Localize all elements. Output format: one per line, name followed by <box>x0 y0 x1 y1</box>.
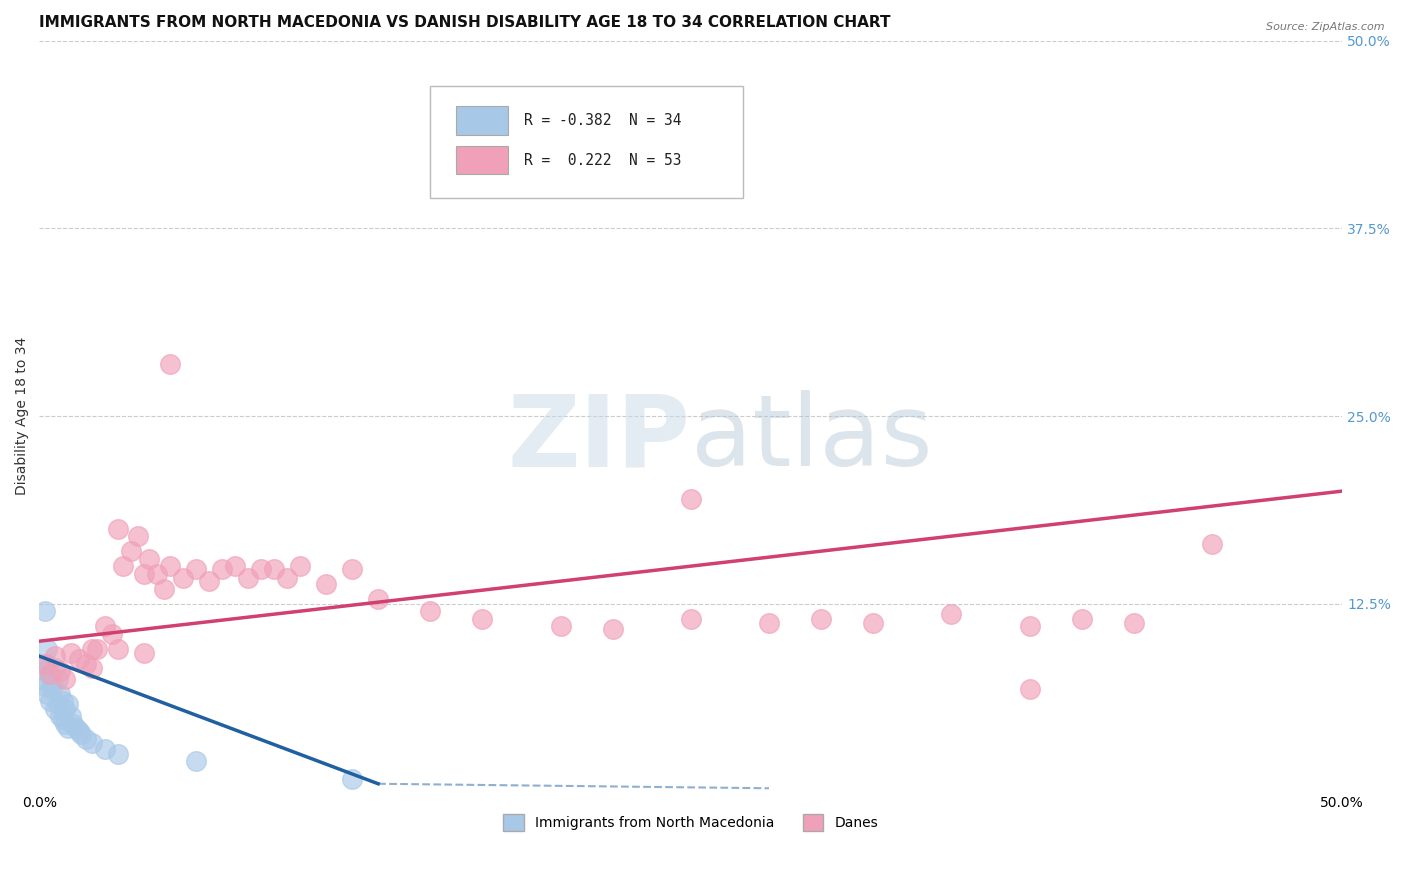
Point <box>288 559 311 574</box>
Point <box>37 687 59 701</box>
Point <box>59 646 82 660</box>
Legend: Immigrants from North Macedonia, Danes: Immigrants from North Macedonia, Danes <box>498 809 884 837</box>
Point <box>810 612 832 626</box>
Point <box>679 491 702 506</box>
Point <box>75 657 97 671</box>
Text: R = -0.382  N = 34: R = -0.382 N = 34 <box>524 113 682 128</box>
Point <box>34 657 56 671</box>
Point <box>138 551 160 566</box>
Point <box>132 646 155 660</box>
Point <box>34 679 56 693</box>
Point <box>1122 616 1144 631</box>
Point <box>758 616 780 631</box>
Point <box>80 641 103 656</box>
Point <box>46 672 69 686</box>
Point <box>276 571 298 585</box>
Point <box>111 559 134 574</box>
Point <box>52 694 75 708</box>
Point <box>49 664 72 678</box>
Point <box>107 747 129 761</box>
Point <box>38 667 60 681</box>
Point <box>197 574 219 589</box>
Point <box>1018 682 1040 697</box>
Point <box>52 712 75 726</box>
Point <box>44 661 66 675</box>
Bar <box>457 146 509 175</box>
Point <box>153 582 176 596</box>
Point <box>184 562 207 576</box>
Point <box>1018 619 1040 633</box>
Point <box>340 562 363 576</box>
Point <box>419 604 441 618</box>
Text: IMMIGRANTS FROM NORTH MACEDONIA VS DANISH DISABILITY AGE 18 TO 34 CORRELATION CH: IMMIGRANTS FROM NORTH MACEDONIA VS DANIS… <box>39 15 891 30</box>
Point <box>75 731 97 746</box>
Point <box>62 716 84 731</box>
Point <box>172 571 194 585</box>
Point <box>37 657 59 671</box>
Point <box>132 566 155 581</box>
Point <box>56 697 79 711</box>
Point <box>44 702 66 716</box>
Point <box>145 566 167 581</box>
Point <box>679 612 702 626</box>
Point <box>367 592 389 607</box>
Point <box>80 736 103 750</box>
Point <box>120 544 142 558</box>
Point <box>93 619 115 633</box>
Y-axis label: Disability Age 18 to 34: Disability Age 18 to 34 <box>15 337 30 495</box>
Point <box>55 716 77 731</box>
Text: Source: ZipAtlas.com: Source: ZipAtlas.com <box>1267 22 1385 32</box>
Point <box>86 641 108 656</box>
Point <box>55 702 77 716</box>
Point <box>107 641 129 656</box>
Point <box>38 694 60 708</box>
Point <box>471 612 494 626</box>
Point <box>70 727 93 741</box>
Point <box>56 721 79 735</box>
Point <box>159 357 181 371</box>
Point <box>1201 536 1223 550</box>
Point <box>1070 612 1092 626</box>
Point <box>34 664 56 678</box>
Bar <box>457 106 509 135</box>
Point <box>93 742 115 756</box>
Point <box>263 562 285 576</box>
Point <box>159 559 181 574</box>
Text: R =  0.222  N = 53: R = 0.222 N = 53 <box>524 153 682 168</box>
Point <box>224 559 246 574</box>
Point <box>315 577 337 591</box>
Text: atlas: atlas <box>690 390 932 487</box>
Point <box>55 672 77 686</box>
Point <box>602 622 624 636</box>
Point <box>34 604 56 618</box>
FancyBboxPatch shape <box>430 86 742 198</box>
Point <box>67 652 90 666</box>
Point <box>127 529 149 543</box>
Point <box>41 676 63 690</box>
Point <box>862 616 884 631</box>
Point <box>65 721 87 735</box>
Point <box>211 562 233 576</box>
Point <box>38 667 60 681</box>
Point <box>59 709 82 723</box>
Point <box>31 672 53 686</box>
Point <box>41 682 63 697</box>
Point <box>250 562 273 576</box>
Point <box>101 626 124 640</box>
Point <box>184 754 207 768</box>
Point <box>941 607 963 622</box>
Point <box>44 649 66 664</box>
Point <box>67 724 90 739</box>
Point <box>49 709 72 723</box>
Point <box>49 687 72 701</box>
Point <box>46 697 69 711</box>
Point <box>37 641 59 656</box>
Point <box>340 772 363 787</box>
Point <box>236 571 259 585</box>
Point <box>550 619 572 633</box>
Point <box>80 661 103 675</box>
Text: ZIP: ZIP <box>508 390 690 487</box>
Point <box>107 522 129 536</box>
